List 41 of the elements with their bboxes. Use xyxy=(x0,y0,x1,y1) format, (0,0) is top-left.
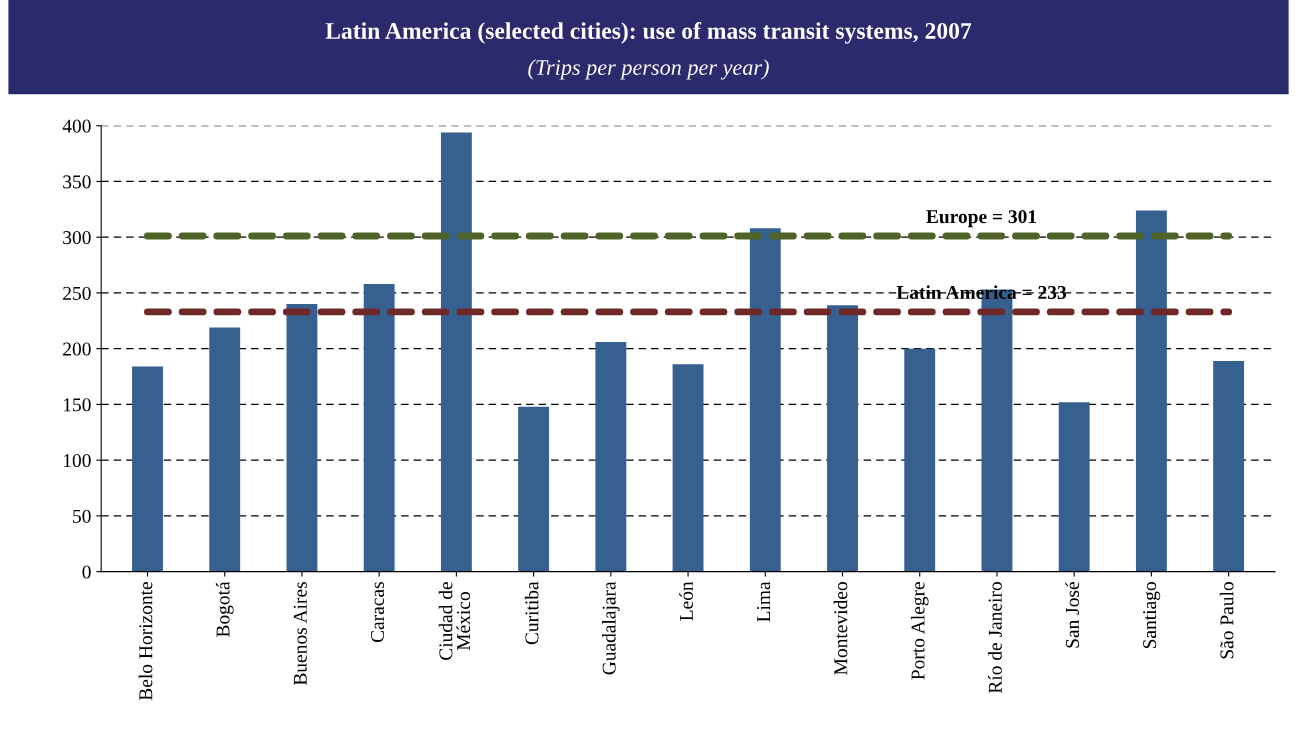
x-tick-label: Belo Horizonte xyxy=(138,582,153,701)
bar xyxy=(827,305,858,572)
y-tick-label: 200 xyxy=(63,342,91,356)
x-tick-label: Caracas xyxy=(370,582,385,643)
x-tick-label: Río de Janeiro xyxy=(988,582,1002,694)
bar xyxy=(1213,360,1245,572)
ref-line-label: Europe = 301 xyxy=(926,210,1037,228)
bar xyxy=(1135,210,1167,572)
y-tick-label: 350 xyxy=(63,175,91,189)
y-tick-label: 150 xyxy=(63,398,91,412)
x-tick-label: Montevideo xyxy=(833,582,848,675)
bar xyxy=(286,304,318,572)
chart-subtitle: (Trips per person per year) xyxy=(528,59,769,80)
x-tick-label: Curitiba xyxy=(524,581,539,645)
bar xyxy=(440,132,472,572)
bar xyxy=(595,342,627,572)
bar xyxy=(672,364,704,572)
y-tick-label: 100 xyxy=(63,453,91,468)
y-tick-label: 50 xyxy=(73,509,91,523)
x-tick-label: San José xyxy=(1065,582,1080,648)
x-tick-label: São Paulo xyxy=(1219,582,1234,659)
bar xyxy=(904,348,936,572)
x-tick-label: Bogotá xyxy=(215,581,234,637)
y-tick-label: 300 xyxy=(63,231,91,245)
x-tick-label: Porto Alegre xyxy=(910,582,929,680)
chart-title: Latin America (selected cities): use of mass transit systems, 2007 xyxy=(325,22,972,44)
y-tick-label: 0 xyxy=(82,565,91,579)
bar xyxy=(209,327,241,572)
y-tick-label: 400 xyxy=(62,119,91,133)
x-tick-label: Santiago xyxy=(1143,582,1161,649)
x-tick-label: Guadalajara xyxy=(602,581,620,675)
x-tick-label: León xyxy=(679,581,693,621)
y-tick-label: 250 xyxy=(63,286,91,300)
x-tick-label: Lima xyxy=(757,581,771,622)
bar xyxy=(518,406,550,572)
bar xyxy=(132,366,163,572)
x-tick-label: Ciudad de México xyxy=(438,582,471,660)
bar xyxy=(363,284,395,572)
bar xyxy=(1058,402,1090,572)
x-tick-label: Buenos Aires xyxy=(293,582,307,686)
bar xyxy=(749,228,781,572)
